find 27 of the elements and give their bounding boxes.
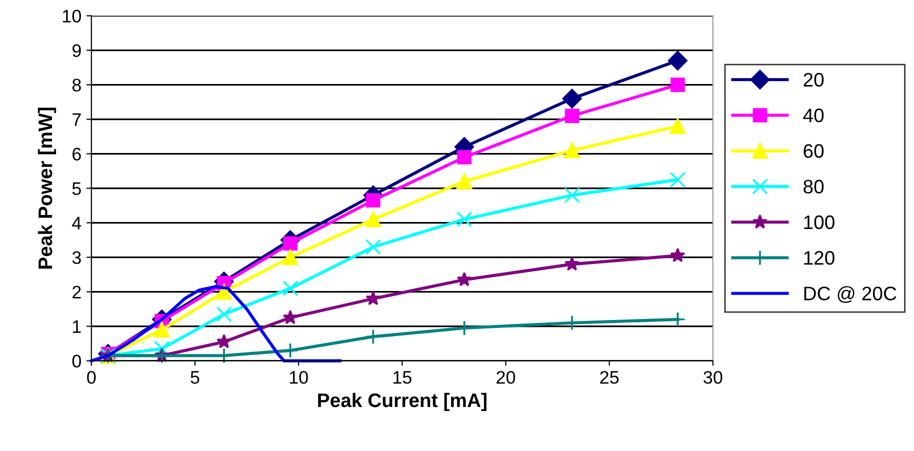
y-tick-label: 3 xyxy=(72,251,81,264)
y-tick-label: 6 xyxy=(72,148,81,161)
y-tick-label: 0 xyxy=(72,354,81,368)
y-tick-label: 9 xyxy=(72,44,81,58)
legend-label: 60 xyxy=(804,144,824,158)
x-tick-label: 25 xyxy=(600,371,619,384)
y-tick-label: 2 xyxy=(72,286,81,298)
legend-label: 20 xyxy=(804,72,824,87)
x-tick-label: 5 xyxy=(190,371,200,384)
y-tick-label: 1 xyxy=(73,320,81,333)
x-tick-label: 30 xyxy=(704,371,722,384)
y-tick-label: 5 xyxy=(72,182,81,196)
y-axis-title: Peak Power [mW] xyxy=(38,108,56,269)
x-tick-label: 20 xyxy=(496,371,516,384)
x-tick-label: 15 xyxy=(393,371,412,384)
y-tick-label: 8 xyxy=(72,78,81,92)
legend-label: 80 xyxy=(804,180,824,194)
x-tick-label: 0 xyxy=(87,371,96,384)
legend-label: 120 xyxy=(804,250,834,265)
legend-label: 100 xyxy=(804,215,834,230)
x-tick-label: 10 xyxy=(290,371,308,384)
legend-label: 40 xyxy=(803,108,824,122)
y-tick-label: 4 xyxy=(72,216,82,230)
y-tick-label: 10 xyxy=(62,10,81,23)
x-axis-title: Peak Current [mA] xyxy=(318,392,486,412)
legend-label: DC @ 20C xyxy=(804,286,896,303)
y-tick-label: 7 xyxy=(72,113,81,126)
